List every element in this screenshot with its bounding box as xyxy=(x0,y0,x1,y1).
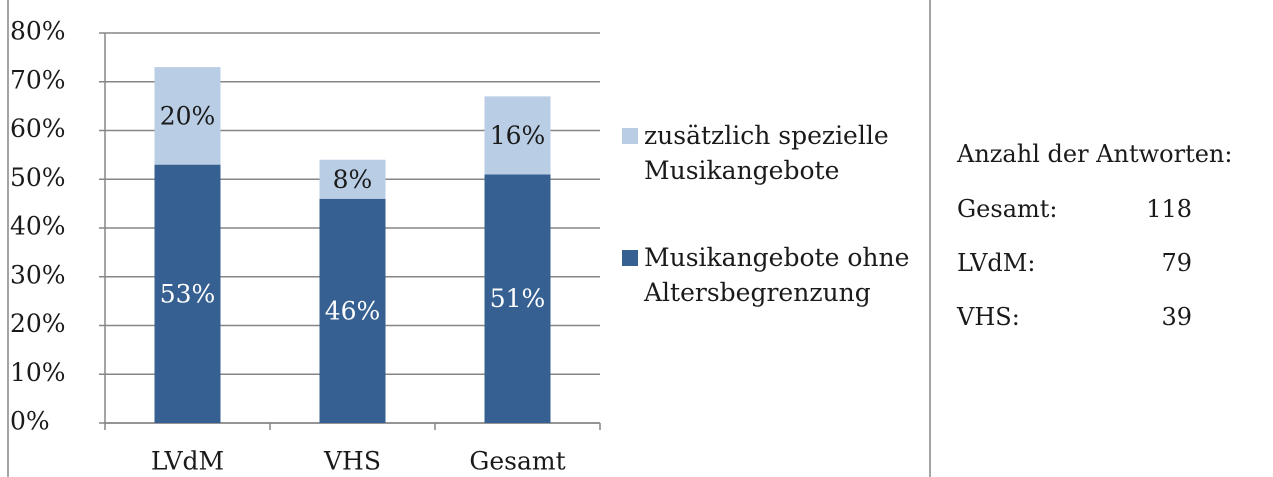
legend-swatch xyxy=(622,128,638,144)
response-label: Gesamt: xyxy=(957,195,1058,223)
x-tick-label: LVdM xyxy=(151,447,224,476)
data-label: 20% xyxy=(160,101,216,130)
legend-label: zusätzlich spezielle Musikangebote xyxy=(644,121,889,185)
bar-segment xyxy=(154,67,221,165)
y-tick-label: 40% xyxy=(10,212,66,241)
response-value: 39 xyxy=(1161,303,1192,331)
response-value: 79 xyxy=(1161,249,1192,277)
data-label: 8% xyxy=(333,165,373,194)
bar-segment xyxy=(484,96,551,175)
legend-entry: Musikangebote ohne Altersbegrenzung xyxy=(622,240,912,310)
legend-entry: zusätzlich spezielle Musikangebote xyxy=(622,118,912,188)
y-tick-label: 20% xyxy=(10,309,66,338)
y-tick-label: 10% xyxy=(10,358,66,387)
y-tick-label: 50% xyxy=(10,163,66,192)
y-tick-label: 70% xyxy=(10,65,66,94)
x-tick-label: Gesamt xyxy=(469,447,565,476)
data-label: 16% xyxy=(490,121,546,150)
y-tick-label: 60% xyxy=(10,114,66,143)
legend-label: Musikangebote ohne Altersbegrenzung xyxy=(644,243,910,307)
x-tick-label: VHS xyxy=(323,447,381,476)
responses-title: Anzahl der Antworten: xyxy=(957,140,1233,168)
bar-segment xyxy=(319,198,386,423)
data-label: 53% xyxy=(160,279,216,308)
bar-segment xyxy=(154,164,221,423)
y-tick-label: 30% xyxy=(10,260,66,289)
y-tick-label: 0% xyxy=(10,407,50,436)
bar-segment xyxy=(484,174,551,423)
y-tick-label: 80% xyxy=(10,17,66,46)
data-label: 51% xyxy=(490,284,546,313)
data-label: 46% xyxy=(325,296,381,325)
response-value: 118 xyxy=(1146,195,1192,223)
legend-swatch xyxy=(622,250,638,266)
response-label: VHS: xyxy=(957,303,1020,331)
bar-segment xyxy=(319,159,386,199)
response-label: LVdM: xyxy=(957,249,1036,277)
